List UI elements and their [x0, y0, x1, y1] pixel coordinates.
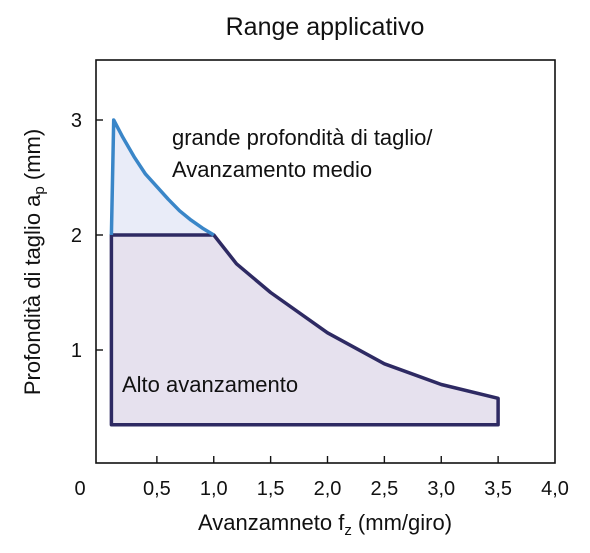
y-axis-label: Profondità di taglio ap (mm) — [20, 129, 48, 395]
x-tick-label: 3,0 — [427, 478, 455, 500]
plot-frame — [95, 59, 556, 464]
y-axis-label-sub: p — [31, 186, 48, 194]
x-tick-label: 2,0 — [314, 478, 342, 500]
annotation-upper-line1: grande profondità di taglio/ — [172, 125, 433, 150]
upper-region-outline — [109, 118, 215, 237]
annotation-lower: Alto avanzamento — [122, 372, 298, 397]
upper-region-fill — [111, 120, 214, 235]
x-tick-label: 0,5 — [143, 478, 171, 500]
x-axis-label-sub: z — [344, 522, 352, 539]
y-axis-label-main: Profondità di taglio a — [20, 194, 45, 395]
x-tick-label: 4,0 — [541, 478, 569, 500]
x-tick-label: 2,5 — [370, 478, 398, 500]
y-axis-label-unit: (mm) — [20, 129, 45, 186]
x-axis-label-unit: (mm/giro) — [352, 510, 452, 535]
lower-region-fill — [111, 235, 499, 425]
lower-region-outline — [109, 233, 500, 427]
y-tick-label: 3 — [71, 110, 82, 132]
x-tick-label: 3,5 — [484, 478, 512, 500]
regions-group — [109, 118, 500, 427]
x-axis-label: Avanzamneto fz (mm/giro) — [198, 510, 452, 539]
x-axis-label-main: Avanzamneto f — [198, 510, 345, 535]
chart-title: Range applicativo — [226, 13, 425, 41]
ticks-group: 0 0,5 1,0 1,5 2,0 2,5 3,0 3,5 4,0 1 2 3 — [71, 110, 569, 500]
annotation-upper-line2: Avanzamento medio — [172, 157, 372, 182]
x-tick-label: 0 — [74, 478, 85, 500]
y-tick-label: 1 — [71, 340, 82, 362]
x-tick-label: 1,0 — [200, 478, 228, 500]
x-tick-label: 1,5 — [257, 478, 285, 500]
y-tick-label: 2 — [71, 225, 82, 247]
